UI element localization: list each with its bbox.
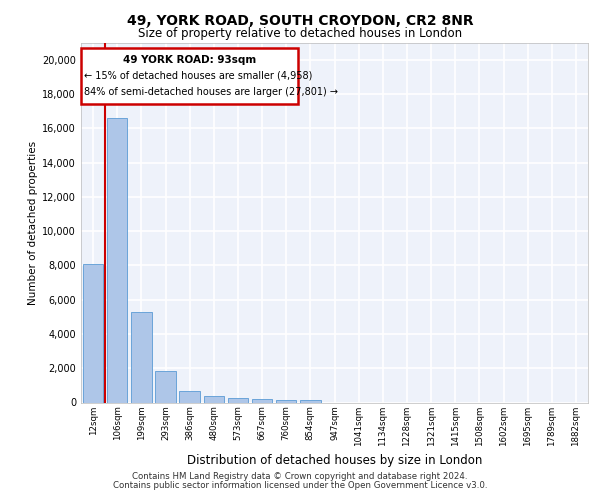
Text: 84% of semi-detached houses are larger (27,801) →: 84% of semi-detached houses are larger (…	[84, 87, 338, 97]
Bar	[203, 396, 224, 402]
Bar	[300, 400, 320, 402]
Bar	[131, 312, 152, 402]
Text: Contains public sector information licensed under the Open Government Licence v3: Contains public sector information licen…	[113, 481, 487, 490]
Bar	[179, 390, 200, 402]
Bar	[83, 264, 103, 402]
Bar	[227, 398, 248, 402]
Text: 49, YORK ROAD, SOUTH CROYDON, CR2 8NR: 49, YORK ROAD, SOUTH CROYDON, CR2 8NR	[127, 14, 473, 28]
Y-axis label: Number of detached properties: Number of detached properties	[28, 140, 38, 304]
Bar	[276, 400, 296, 402]
Text: Size of property relative to detached houses in London: Size of property relative to detached ho…	[138, 28, 462, 40]
X-axis label: Distribution of detached houses by size in London: Distribution of detached houses by size …	[187, 454, 482, 467]
Bar	[107, 118, 127, 403]
Text: Contains HM Land Registry data © Crown copyright and database right 2024.: Contains HM Land Registry data © Crown c…	[132, 472, 468, 481]
FancyBboxPatch shape	[82, 48, 298, 104]
Text: ← 15% of detached houses are smaller (4,958): ← 15% of detached houses are smaller (4,…	[84, 71, 312, 81]
Text: 49 YORK ROAD: 93sqm: 49 YORK ROAD: 93sqm	[123, 55, 256, 65]
Bar	[252, 399, 272, 402]
Bar	[155, 371, 176, 402]
